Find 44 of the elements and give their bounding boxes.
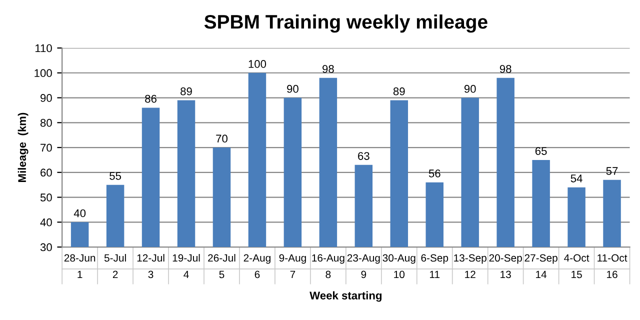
data-label: 98 bbox=[500, 65, 512, 73]
x-tick-label: 13-Sep 12 bbox=[454, 254, 486, 278]
x-tick-label: 16-Aug 8 bbox=[312, 254, 344, 278]
y-tick-label: 90 bbox=[40, 94, 52, 102]
data-label: 86 bbox=[145, 94, 156, 103]
data-label: 40 bbox=[74, 209, 86, 218]
y-tick-label: 30 bbox=[40, 243, 52, 252]
x-tick-label: 20-Sep 13 bbox=[489, 254, 522, 278]
y-tick-label: 50 bbox=[40, 194, 52, 202]
y-tick-label: 110 bbox=[35, 44, 52, 52]
data-label: 90 bbox=[287, 84, 298, 93]
x-tick-label: 26-Jul 5 bbox=[208, 254, 236, 278]
data-label: 56 bbox=[428, 170, 440, 178]
data-label: 89 bbox=[393, 87, 405, 96]
x-tick-label: 5-Jul 2 bbox=[104, 254, 126, 278]
x-tick-label: 12-Jul 3 bbox=[137, 254, 164, 278]
data-label: 65 bbox=[535, 147, 547, 155]
y-tick-label: 100 bbox=[34, 69, 52, 78]
x-tick-label: 28-Jun 1 bbox=[64, 254, 96, 278]
x-tick-label: 6-Sep 11 bbox=[421, 254, 448, 278]
x-tick-label: 30-Aug 10 bbox=[382, 254, 416, 278]
y-tick-label: 70 bbox=[40, 144, 52, 152]
data-label: 98 bbox=[322, 65, 334, 73]
data-label: 63 bbox=[358, 152, 370, 160]
x-tick-label: 4-Oct 15 bbox=[564, 254, 590, 278]
x-tick-label: 19-Jul 4 bbox=[172, 254, 200, 278]
data-label: 70 bbox=[216, 134, 228, 143]
y-tick-label: 40 bbox=[40, 218, 52, 226]
y-tick-label: 60 bbox=[40, 168, 52, 177]
x-axis-title: Week starting bbox=[310, 291, 382, 302]
data-label: 89 bbox=[180, 87, 192, 96]
x-tick-label: 9-Aug 7 bbox=[279, 254, 306, 278]
x-tick-label: 23-Aug 9 bbox=[347, 254, 380, 278]
y-tick-label: 80 bbox=[40, 118, 52, 127]
data-label: 100 bbox=[248, 60, 266, 68]
y-axis-title: Mileage (km) bbox=[18, 112, 28, 182]
chart-title: SPBM Training weekly mileage bbox=[204, 14, 488, 33]
x-tick-label: 2-Aug 6 bbox=[244, 254, 270, 278]
data-label: 54 bbox=[570, 174, 582, 182]
x-tick-label: 27-Sep 14 bbox=[524, 254, 558, 278]
data-label: 57 bbox=[606, 167, 618, 175]
data-label: 55 bbox=[110, 172, 122, 180]
x-tick-label: 11-Oct 16 bbox=[598, 254, 628, 278]
data-label: 90 bbox=[464, 84, 476, 93]
